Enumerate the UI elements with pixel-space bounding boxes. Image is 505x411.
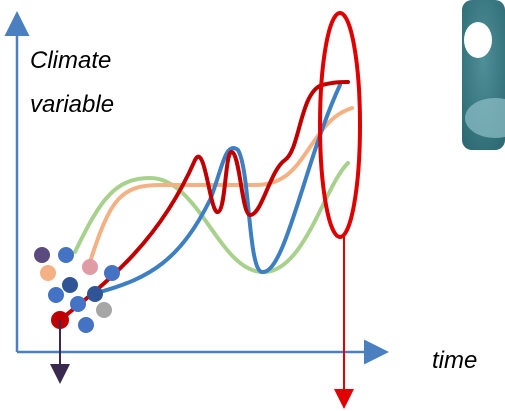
- page: Climate variable time (() => { const dat…: [0, 0, 505, 411]
- diagram: Climate variable time: [0, 0, 505, 411]
- x-axis-label: time: [432, 347, 477, 374]
- y-axis-label: variable: [30, 91, 114, 118]
- thumbnail: [462, 0, 505, 150]
- y-axis-label: Climate: [30, 47, 111, 74]
